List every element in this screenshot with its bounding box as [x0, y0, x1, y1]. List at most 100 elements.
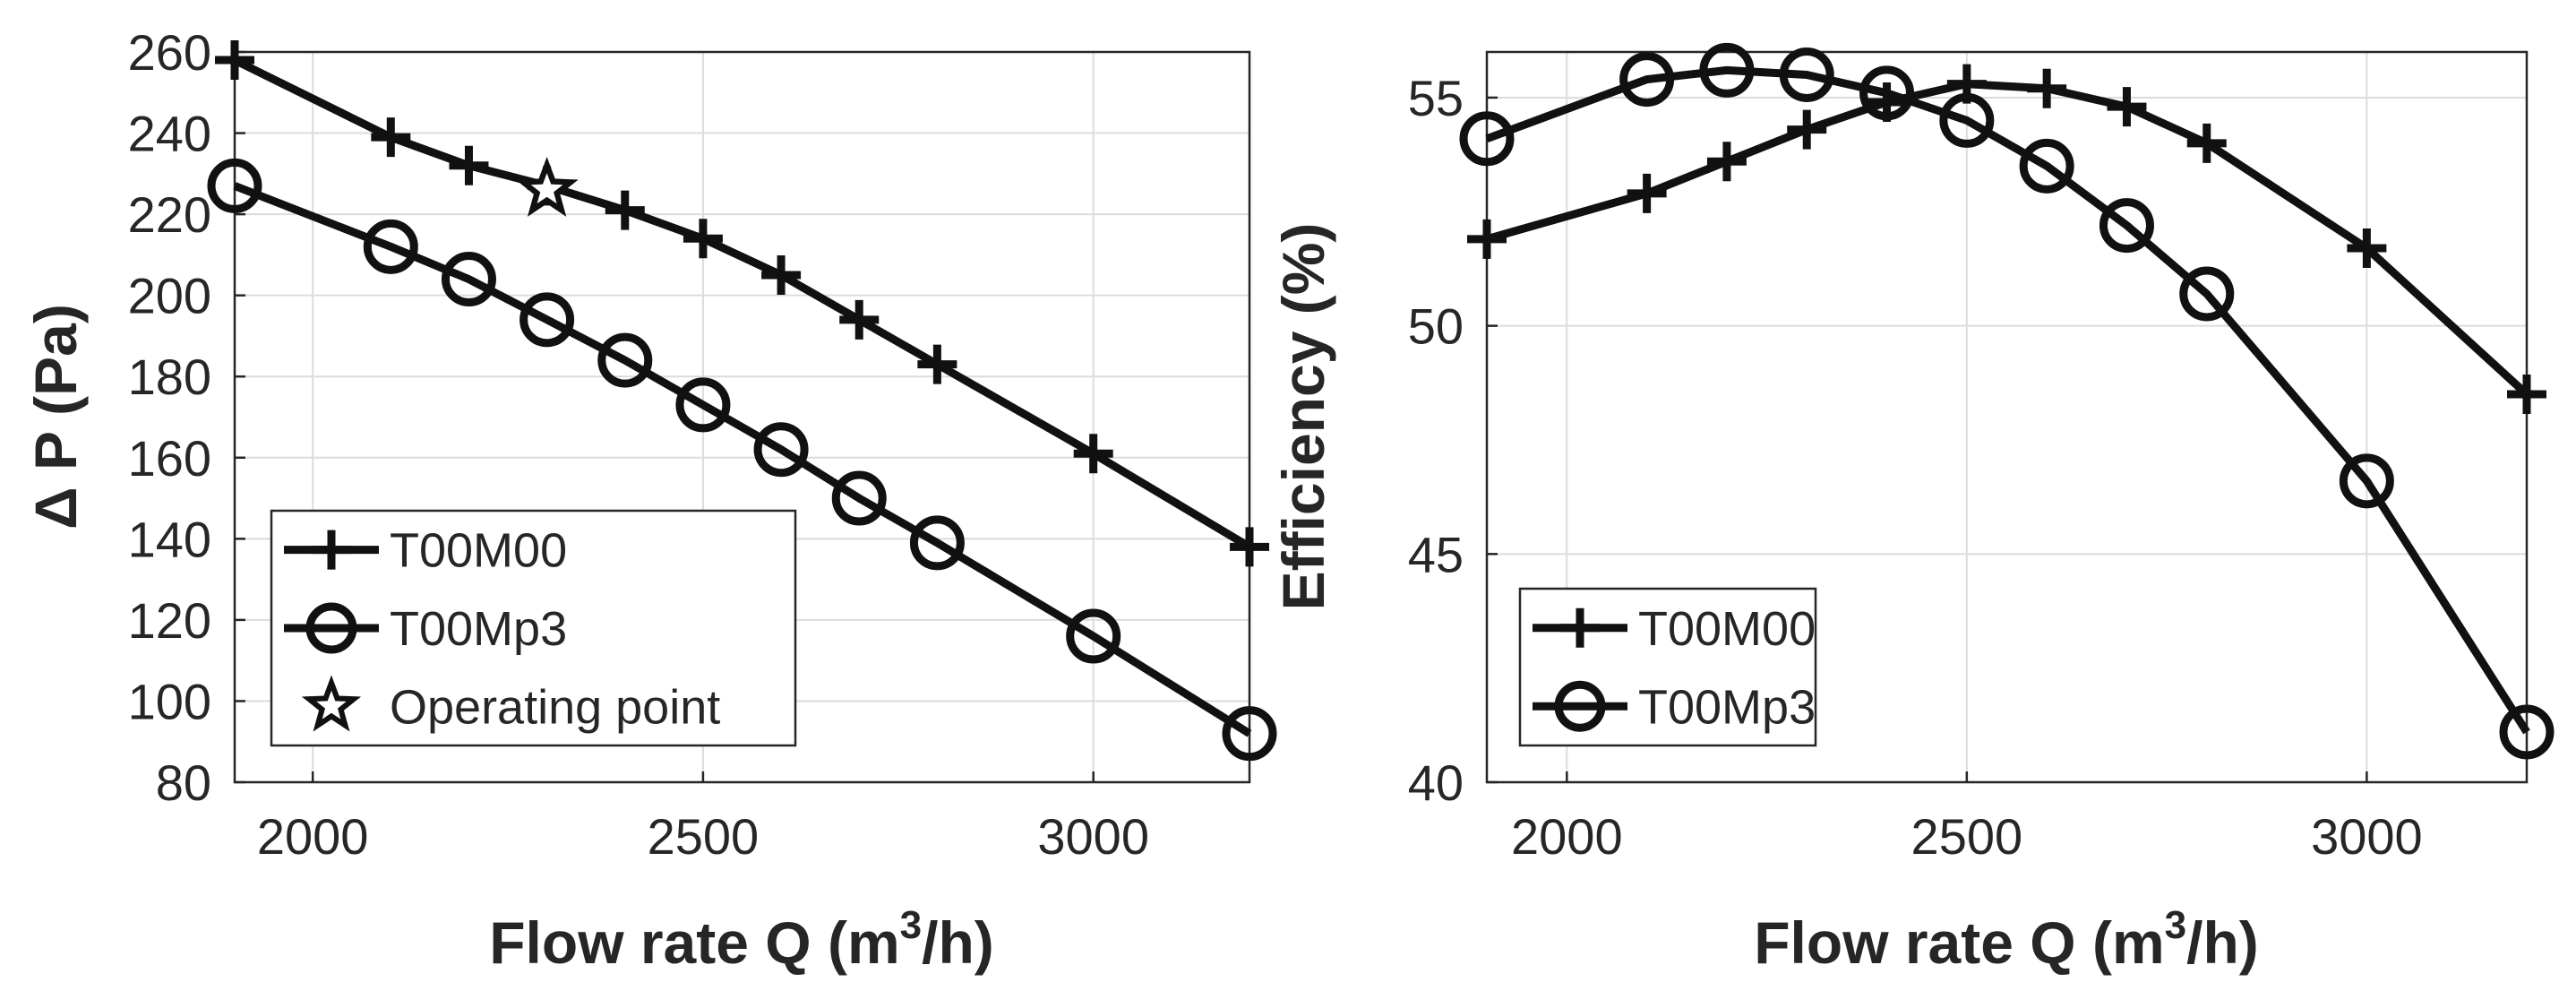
y-tick-label: 40 [1408, 754, 1464, 811]
plus-marker [371, 117, 411, 158]
star-inner [316, 690, 347, 719]
legend-plus-marker [312, 530, 351, 570]
legend: T00M00 T00Mp3 [1518, 587, 1817, 747]
circle-marker [831, 470, 887, 526]
x-tick-label: 3000 [1037, 808, 1149, 865]
circle-marker [1939, 92, 1995, 148]
y-tick-label: 220 [128, 186, 211, 243]
x-axis-label-main: Flow rate Q (m [489, 909, 899, 976]
y-tick-label: 180 [128, 349, 211, 405]
plus-marker [215, 40, 254, 81]
x-axis-label-superscript: 3 [900, 903, 922, 947]
y-tick-label: 260 [128, 24, 211, 81]
circle-marker [1459, 111, 1515, 167]
legend-box [1518, 587, 1817, 747]
plus-marker [2107, 87, 2147, 127]
series-T00Mp3 [207, 158, 1277, 762]
legend-label: T00Mp3 [1638, 680, 1816, 734]
legend: T00M00 T00Mp3 Operating point [270, 509, 797, 747]
y-tick-label: 80 [156, 754, 211, 811]
x-tick-label: 2500 [648, 808, 760, 865]
plus-marker [1627, 173, 1667, 213]
chart-right: 2000 2500 3000 40 45 50 55 Flow rate Q (m3/h) Ef… [1270, 42, 2555, 976]
y-tick-label: 100 [128, 673, 211, 729]
axes-frame [1485, 50, 2529, 784]
legend-item: T00Mp3 [1533, 680, 1816, 734]
plus-marker [1073, 434, 1113, 474]
plus-marker [683, 219, 723, 259]
y-axis-label: Efficiency (%) [1270, 223, 1336, 611]
circle-marker [2499, 704, 2555, 760]
circle-marker [363, 219, 418, 274]
y-tick-label: 50 [1408, 298, 1464, 355]
legend-circle-marker [1554, 680, 1606, 732]
x-tick-label: 2000 [257, 808, 369, 865]
legend-label: T00M00 [1638, 602, 1816, 656]
plus-marker [449, 145, 489, 185]
circle-marker [675, 377, 731, 433]
x-axis-label-tail: /h) [922, 909, 994, 976]
circle-marker [519, 292, 575, 348]
plus-marker [1467, 219, 1507, 259]
series-T00M00 [1467, 64, 2546, 415]
circle-marker [909, 515, 965, 571]
circle-marker [2179, 266, 2235, 322]
plus-marker [2027, 68, 2067, 108]
y-tick-label: 240 [128, 106, 211, 162]
y-tick-label: 55 [1408, 70, 1464, 126]
chart-left: 2000 2500 3000 80 100 120 140 160 180 200 220 240 26… [22, 24, 1277, 976]
plus-marker [839, 299, 880, 340]
legend-circle-marker [305, 602, 357, 654]
circle-marker [1619, 52, 1675, 108]
circle-marker [2099, 198, 2154, 254]
x-axis-label: Flow rate Q (m3/h) [489, 903, 994, 976]
circle-marker [1859, 65, 1915, 121]
circle-marker [2339, 453, 2394, 509]
legend-item: T00M00 [284, 524, 567, 578]
y-tick-label: 160 [128, 430, 211, 487]
plus-marker [917, 344, 957, 384]
x-axis-label: Flow rate Q (m3/h) [1754, 903, 2259, 976]
y-tick-label: 120 [128, 592, 211, 649]
y-tick-label: 140 [128, 511, 211, 567]
legend-item: T00Mp3 [284, 602, 567, 656]
circle-marker [2019, 138, 2074, 194]
legend-plus-marker [1560, 607, 1600, 648]
plus-marker [2186, 123, 2227, 163]
circle-marker [207, 158, 262, 213]
circle-marker [597, 332, 653, 388]
x-tick-label: 3000 [2311, 808, 2423, 865]
gridlines [235, 51, 1249, 783]
legend-label: T00M00 [390, 524, 567, 578]
y-tick-label: 200 [128, 268, 211, 324]
plus-marker [2347, 228, 2387, 269]
legend-item: T00M00 [1533, 602, 1816, 656]
star-inner [530, 173, 563, 204]
legend-item: Operating point [301, 675, 720, 734]
y-tick-label: 45 [1408, 526, 1464, 582]
x-axis-label-tail: /h) [2186, 909, 2259, 976]
circle-marker [753, 422, 809, 478]
y-axis-label: Δ P (Pa) [22, 304, 89, 530]
legend-star-marker [301, 675, 362, 732]
circle-marker [1066, 608, 1121, 664]
legend-label: Operating point [390, 680, 720, 734]
x-tick-label: 2000 [1511, 808, 1623, 865]
circle-marker [1779, 47, 1834, 102]
series-Operating point [515, 157, 579, 217]
ticks: 2000 2500 3000 80 100 120 140 160 180 200 220 240 26… [128, 24, 1149, 865]
ticks: 2000 2500 3000 40 45 50 55 [1408, 70, 2423, 865]
plus-marker [761, 255, 802, 296]
x-tick-label: 2500 [1911, 808, 2023, 865]
plus-marker [2507, 375, 2546, 415]
series-T00Mp3 [1459, 42, 2555, 760]
plus-marker [1706, 142, 1747, 182]
series-line [233, 182, 1252, 737]
plus-marker [605, 190, 645, 230]
axes-frame [233, 50, 1251, 784]
circle-marker [1699, 42, 1755, 98]
x-axis-label-main: Flow rate Q (m [1754, 909, 2164, 976]
plus-marker [1787, 109, 1827, 150]
star-marker [515, 157, 579, 217]
